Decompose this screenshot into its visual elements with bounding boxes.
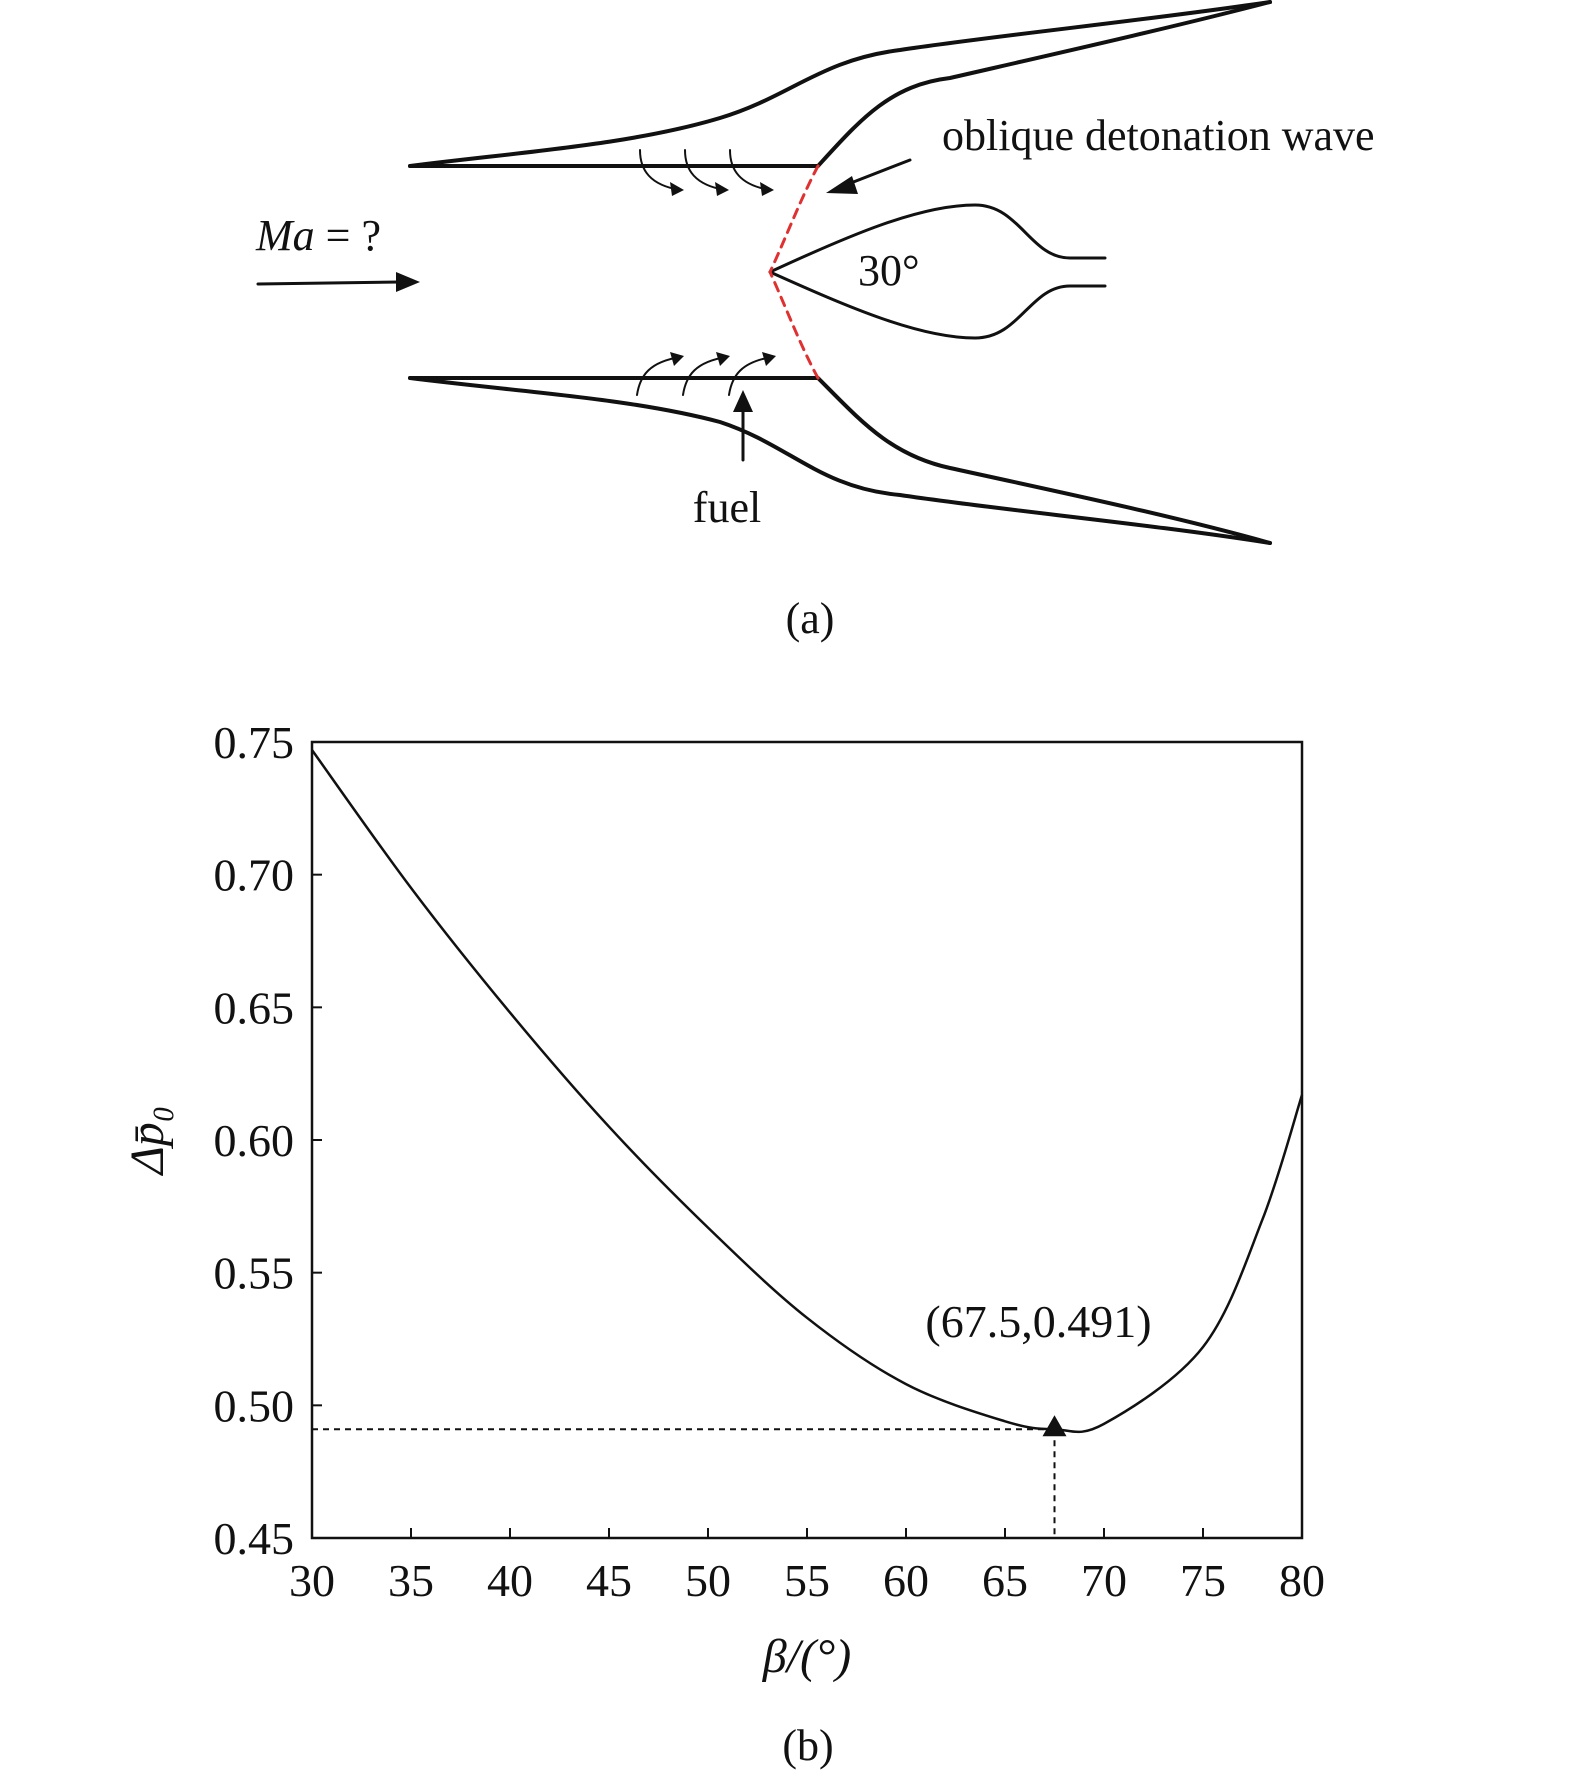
upper-fuel-arrow-1	[639, 149, 681, 191]
x-tick-label: 55	[784, 1555, 830, 1606]
x-tick-label: 35	[388, 1555, 434, 1606]
plot-frame	[310, 740, 1304, 1540]
marker-layer: (67.5,0.491)	[312, 1296, 1152, 1538]
x-tick-label: 40	[487, 1555, 533, 1606]
figure-a-caption: (a)	[786, 594, 835, 643]
inflow-arrow-shaft	[256, 280, 402, 286]
series-line	[310, 749, 1304, 1434]
wedge-body-upper	[768, 203, 1107, 274]
series-layer	[310, 749, 1304, 1434]
mach-number-label: Ma = ?	[255, 211, 381, 260]
lower-inner-wall	[408, 376, 1272, 545]
upper-fuel-arrow-2	[684, 149, 726, 191]
lower-fuel-arrowhead-2	[716, 352, 730, 366]
y-tick-label: 0.70	[214, 850, 295, 901]
wedge-angle-label: 30°	[858, 246, 920, 295]
upper-fuel-arrowhead-1	[670, 182, 684, 196]
x-tick-label: 80	[1279, 1555, 1325, 1606]
x-tick-label: 75	[1180, 1555, 1226, 1606]
x-axis: 30 35 40 45 50 55 60 65 70 75 80	[289, 1528, 1325, 1606]
x-tick-label: 65	[982, 1555, 1028, 1606]
lower-fuel-arrowhead-1	[670, 352, 684, 366]
fuel-arrowhead	[733, 390, 753, 412]
x-axis-label: β/(°)	[762, 1630, 851, 1683]
upper-fuel-arrowhead-3	[760, 182, 774, 196]
wave-pointer-arrowhead	[826, 176, 858, 194]
x-tick-label: 50	[685, 1555, 731, 1606]
y-tick-label: 0.75	[214, 717, 295, 768]
x-tick-label: 30	[289, 1555, 335, 1606]
y-tick-label: 0.45	[214, 1513, 295, 1564]
figure-b-caption: (b)	[782, 1721, 833, 1770]
x-tick-label: 45	[586, 1555, 632, 1606]
lower-fuel-arrowhead-3	[762, 352, 776, 366]
y-tick-label: 0.55	[214, 1248, 295, 1299]
x-tick-label: 70	[1081, 1555, 1127, 1606]
arrow-heads	[396, 176, 858, 412]
upper-fuel-arrow-3	[729, 149, 771, 191]
wedge-body-lower	[768, 270, 1107, 340]
pressure-loss-chart: 30 35 40 45 50 55 60 65 70 75 80 0.450.500.550.600…	[121, 717, 1325, 1683]
x-tick-label: 60	[883, 1555, 929, 1606]
upper-fuel-arrowhead-2	[715, 182, 729, 196]
y-tick-label: 0.50	[214, 1380, 295, 1431]
y-tick-label: 0.60	[214, 1115, 295, 1166]
engine-schematic	[256, 0, 1272, 545]
inflow-arrowhead	[396, 272, 420, 292]
lower-outer-wall	[408, 376, 1272, 545]
y-axis: 0.45 0.50 0.55 0.60 0.65 0.70 0.75	[214, 717, 322, 1564]
min-marker-triangle	[1042, 1415, 1067, 1437]
oblique-detonation-wave-line	[768, 164, 820, 380]
wave-label: oblique detonation wave	[942, 111, 1375, 160]
y-tick-label: 0.65	[214, 982, 295, 1033]
min-marker-label: (67.5,0.491)	[925, 1296, 1151, 1347]
upper-inner-wall	[408, 0, 1272, 168]
y-axis-label: Δp̄₀	[121, 1106, 174, 1177]
upper-outer-wall	[408, 0, 1272, 168]
fuel-label: fuel	[693, 483, 761, 532]
